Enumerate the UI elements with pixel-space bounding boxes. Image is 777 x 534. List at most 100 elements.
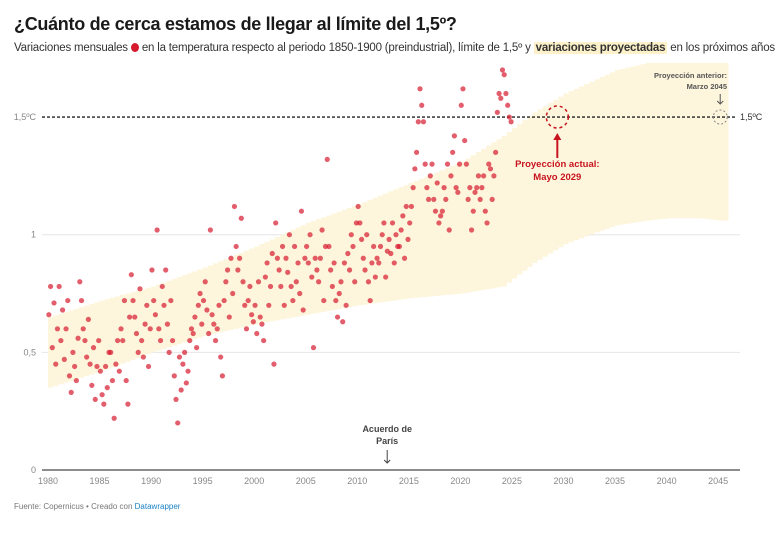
data-point — [372, 274, 378, 280]
data-point — [243, 326, 250, 332]
x-tick-label: 1985 — [90, 476, 110, 486]
data-point — [261, 337, 267, 344]
data-point — [386, 236, 392, 243]
data-point — [290, 297, 296, 304]
data-point — [185, 368, 191, 374]
data-point — [489, 196, 495, 203]
footer: Fuente: Copernicus • Creado con Datawrap… — [14, 502, 180, 511]
data-point — [159, 283, 165, 290]
data-point — [501, 72, 507, 78]
data-point — [87, 361, 93, 367]
data-point — [331, 260, 337, 266]
data-point — [312, 255, 318, 261]
data-point — [281, 302, 287, 308]
paris-label-2: París — [376, 436, 398, 446]
data-point — [427, 173, 433, 179]
data-point — [157, 337, 164, 344]
data-point — [321, 297, 327, 304]
data-point — [259, 321, 265, 327]
data-point — [99, 392, 105, 398]
threshold-label: 1,5ºC — [740, 112, 763, 122]
data-point — [441, 185, 447, 191]
data-point — [364, 232, 370, 238]
x-tick-label: 2045 — [708, 476, 728, 486]
data-point — [400, 213, 406, 219]
data-point — [484, 220, 490, 226]
data-point — [109, 377, 116, 384]
data-point — [235, 267, 241, 273]
data-point — [316, 279, 322, 285]
data-point — [96, 337, 102, 344]
y-tick-label: 0 — [31, 465, 36, 475]
data-point — [383, 274, 389, 280]
data-point — [152, 312, 158, 318]
data-point — [493, 149, 499, 155]
data-point — [192, 314, 198, 320]
data-point — [293, 279, 299, 285]
data-point — [357, 220, 363, 226]
previous-projection-label: Proyección anterior: — [654, 71, 727, 80]
data-point — [486, 161, 492, 167]
data-point — [216, 302, 222, 308]
data-point — [230, 290, 236, 297]
data-point — [491, 173, 497, 179]
data-point — [420, 119, 427, 125]
data-point — [68, 389, 74, 395]
data-point — [182, 349, 188, 355]
data-point — [480, 173, 487, 179]
data-point — [168, 297, 174, 304]
data-point — [132, 314, 138, 320]
data-point — [451, 133, 457, 139]
data-point — [102, 363, 109, 370]
data-point — [365, 279, 372, 285]
x-tick-label: 2005 — [296, 476, 316, 486]
data-point — [468, 227, 475, 233]
data-point — [462, 137, 468, 144]
datawrapper-link[interactable]: Datawrapper — [134, 502, 181, 511]
data-point — [231, 203, 238, 210]
data-point — [477, 196, 483, 203]
data-point — [379, 232, 385, 238]
data-point — [236, 255, 243, 261]
data-point — [245, 297, 251, 304]
data-point — [426, 196, 432, 203]
data-point — [274, 255, 280, 261]
data-point — [247, 283, 253, 290]
data-point — [89, 382, 95, 388]
data-point — [140, 354, 146, 360]
data-point — [121, 297, 128, 304]
data-point — [47, 283, 54, 290]
data-point — [319, 227, 325, 233]
data-point — [424, 185, 430, 191]
data-point — [446, 227, 452, 233]
data-point — [329, 283, 335, 290]
data-point — [151, 297, 157, 304]
data-point — [271, 361, 277, 367]
data-point — [288, 283, 294, 290]
data-point — [310, 345, 317, 351]
chart: 0 0,5 1 1,5ºC 1,5ºC 1980 1985 1990 1995 2000 2005 2… — [14, 62, 763, 486]
data-point — [439, 208, 445, 214]
data-point — [46, 312, 52, 318]
data-point — [470, 208, 476, 214]
x-tick-label: 1995 — [193, 476, 213, 486]
data-point — [278, 283, 284, 290]
current-projection-label: Proyección actual: — [515, 159, 599, 170]
data-point — [202, 279, 208, 285]
data-point — [262, 274, 268, 280]
data-point — [127, 314, 133, 320]
data-point — [264, 260, 270, 266]
data-point — [242, 302, 248, 308]
data-point — [467, 185, 473, 191]
data-point — [175, 420, 181, 426]
data-point — [503, 90, 509, 97]
data-point — [340, 319, 346, 325]
data-point — [393, 232, 399, 238]
data-point — [326, 243, 332, 250]
data-point — [291, 243, 298, 250]
data-point — [494, 109, 500, 115]
data-point — [169, 337, 176, 344]
data-point — [405, 236, 411, 243]
data-point — [84, 354, 90, 360]
data-point — [90, 345, 97, 351]
